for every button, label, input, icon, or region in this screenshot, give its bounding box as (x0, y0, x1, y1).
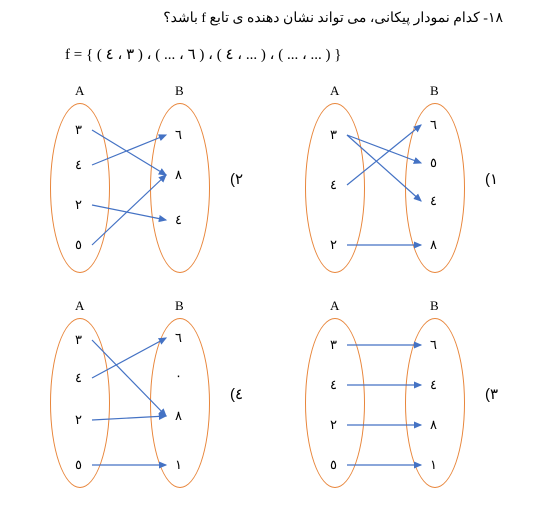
set-b-value: ٤ (175, 212, 182, 228)
diagram-2: A B (٢ ٣ ٤ ٢ ٥ ٦ ٨ ٤ (20, 85, 275, 285)
set-b-value: ٦ (175, 127, 182, 143)
option-label: (٤ (230, 385, 243, 403)
label-a: A (75, 298, 84, 314)
option-label: (٣ (485, 385, 498, 403)
set-a-value: ٥ (75, 457, 82, 473)
set-b-value: ١ (175, 457, 182, 473)
diagram-1: A B (١ ٣ ٤ ٢ ٦ ٥ ٤ ٨ (275, 85, 530, 285)
diagram-4: A B (٤ ٣ ٤ ٢ ٥ ٦ ٠ ٨ ١ (20, 300, 275, 500)
set-b-value: ٥ (430, 155, 437, 171)
set-b-value: ٨ (430, 237, 437, 253)
set-b-value: ٠ (175, 368, 182, 384)
diagram-3: A B (٣ ٣ ٤ ٢ ٥ ٦ ٤ ٨ ١ (275, 300, 530, 500)
formula-text: f = { ( ٣ ، ٤ ) ، ( ... ، ٦ ) ، ( ٤ ، ..… (65, 45, 342, 64)
set-b-value: ٨ (175, 408, 182, 424)
set-a-value: ٣ (330, 337, 337, 353)
set-a-value: ٥ (75, 237, 82, 253)
label-a: A (330, 298, 339, 314)
label-b: B (175, 83, 184, 99)
set-a-value: ٥ (330, 457, 337, 473)
set-b-value: ٨ (175, 167, 182, 183)
set-a-value: ٢ (75, 197, 82, 213)
set-a-value: ٤ (75, 157, 82, 173)
set-b-value: ٨ (430, 417, 437, 433)
question-text: ۱۸- کدام نمودار پیکانی، می تواند نشان ده… (163, 10, 503, 27)
set-a-value: ٤ (330, 177, 337, 193)
set-a-value: ٢ (75, 412, 82, 428)
label-b: B (430, 83, 439, 99)
label-b: B (430, 298, 439, 314)
set-b-value: ٦ (430, 337, 437, 353)
set-a-value: ٤ (330, 377, 337, 393)
set-b-value: ٦ (430, 117, 437, 133)
set-b-value: ٤ (430, 193, 437, 209)
set-b-value: ٤ (430, 377, 437, 393)
set-a-value: ٣ (75, 332, 82, 348)
set-a-value: ٣ (75, 122, 82, 138)
set-a-value: ٢ (330, 417, 337, 433)
option-label: (١ (485, 170, 498, 188)
set-b-value: ٦ (175, 330, 182, 346)
set-a-value: ٤ (75, 370, 82, 386)
set-b-value: ١ (430, 457, 437, 473)
option-label: (٢ (230, 170, 243, 188)
label-a: A (75, 83, 84, 99)
set-a-value: ٢ (330, 237, 337, 253)
set-a-value: ٣ (330, 127, 337, 143)
label-b: B (175, 298, 184, 314)
label-a: A (330, 83, 339, 99)
